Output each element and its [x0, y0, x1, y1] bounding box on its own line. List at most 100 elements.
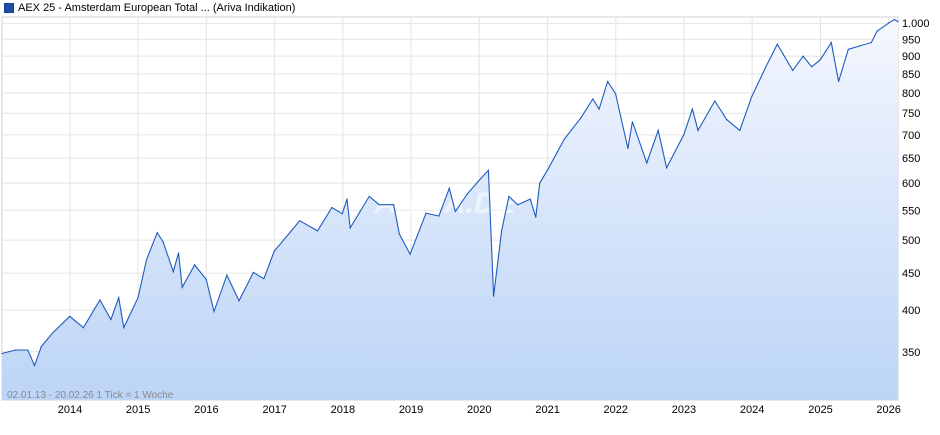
data-point	[830, 42, 832, 44]
data-point	[847, 48, 849, 50]
y-axis-labels: 350 400 450 500 550 600 650 700 750 800 850 900 950 1…	[902, 18, 930, 359]
x-tick-label: 2019	[399, 404, 423, 416]
y-tick-label: 1.000	[902, 18, 930, 30]
data-point	[172, 271, 174, 273]
date-range-note: 02.01.13 - 20.02.26 1 Tick = 1 Woche	[7, 390, 174, 401]
data-point	[290, 230, 292, 232]
data-point	[493, 295, 495, 297]
data-point	[454, 210, 456, 212]
data-point	[1, 352, 3, 355]
data-point	[226, 274, 228, 276]
data-point	[859, 45, 861, 47]
y-tick-label: 700	[902, 130, 920, 142]
data-point	[792, 69, 794, 71]
data-point	[535, 216, 537, 218]
data-point	[466, 193, 469, 195]
y-tick-label: 950	[902, 34, 920, 46]
data-point	[691, 108, 694, 110]
data-point	[252, 271, 254, 273]
data-point	[657, 129, 659, 131]
data-point	[349, 227, 351, 229]
data-point	[14, 349, 16, 351]
data-point	[487, 169, 489, 171]
x-tick-label: 2017	[262, 404, 286, 416]
x-tick-label: 2016	[194, 404, 218, 416]
data-point	[478, 179, 480, 182]
data-point	[539, 182, 541, 184]
x-axis-labels: 2014 2015 2016 2017 2018 2019 2020 2021 2022 2023…	[58, 404, 901, 416]
data-point	[110, 318, 112, 321]
data-point	[123, 327, 125, 329]
data-point	[177, 252, 180, 254]
data-point	[776, 43, 778, 45]
data-point	[726, 119, 728, 121]
data-point	[156, 232, 158, 234]
data-point	[393, 204, 395, 206]
x-tick-label: 2021	[535, 404, 559, 416]
y-tick-label: 600	[902, 178, 920, 190]
y-tick-label: 500	[902, 235, 920, 247]
data-point	[802, 55, 804, 57]
data-point	[897, 21, 899, 23]
data-point	[205, 278, 207, 280]
data-point	[99, 299, 101, 301]
data-point	[299, 220, 301, 222]
data-point	[529, 198, 531, 200]
x-tick-label: 2025	[808, 404, 832, 416]
data-point	[876, 30, 878, 32]
x-tick-label: 2015	[126, 404, 150, 416]
data-point	[425, 212, 427, 214]
x-tick-label: 2014	[58, 404, 82, 416]
data-point	[751, 96, 753, 98]
y-tick-label: 550	[902, 205, 920, 217]
x-tick-label: 2022	[604, 404, 628, 416]
watermark-logo: ARIVA.DE	[373, 187, 516, 220]
data-point	[146, 258, 148, 261]
x-tick-label: 2018	[331, 404, 355, 416]
data-point	[838, 80, 840, 83]
data-point	[316, 230, 319, 232]
data-point	[273, 250, 275, 252]
data-point	[213, 310, 215, 313]
data-point	[162, 241, 164, 243]
y-tick-label: 800	[902, 88, 920, 100]
data-point	[378, 204, 380, 206]
series-area	[2, 19, 898, 400]
data-point	[683, 134, 685, 136]
data-point	[82, 327, 84, 329]
data-point	[765, 66, 767, 68]
legend-label: AEX 25 - Amsterdam European Total ... (A…	[18, 2, 296, 14]
data-point	[714, 100, 716, 102]
data-point	[331, 206, 333, 209]
data-point	[346, 198, 348, 200]
data-point	[118, 297, 120, 299]
data-point	[631, 121, 634, 123]
data-point	[870, 42, 872, 44]
legend-swatch	[4, 3, 14, 13]
y-tick-label: 400	[902, 305, 920, 317]
data-point	[508, 195, 510, 197]
data-point	[33, 364, 36, 367]
x-tick-label: 2024	[740, 404, 764, 416]
data-point	[501, 230, 503, 232]
data-point	[341, 213, 343, 215]
data-point	[697, 129, 699, 131]
data-point	[893, 18, 895, 21]
data-point	[580, 116, 582, 118]
data-point	[592, 98, 594, 100]
series-points	[1, 18, 899, 367]
data-point	[666, 167, 668, 169]
data-point	[194, 264, 196, 266]
data-point	[27, 349, 29, 351]
data-point	[409, 253, 411, 255]
y-tick-label: 750	[902, 108, 920, 120]
data-point	[69, 315, 71, 317]
data-point	[40, 345, 43, 347]
chart-legend: AEX 25 - Amsterdam European Total ... (A…	[4, 1, 295, 15]
data-point	[448, 187, 450, 189]
data-point	[546, 169, 549, 171]
data-point	[739, 129, 741, 131]
data-point	[238, 300, 240, 302]
data-point	[607, 80, 609, 83]
data-point	[615, 93, 617, 95]
